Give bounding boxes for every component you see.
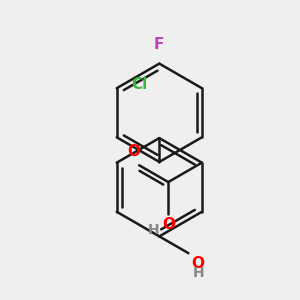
Text: H: H: [193, 266, 205, 280]
Text: O: O: [162, 217, 175, 232]
Text: Cl: Cl: [131, 76, 148, 92]
Text: O: O: [128, 144, 140, 159]
Text: F: F: [154, 37, 164, 52]
Text: O: O: [191, 256, 204, 271]
Text: H: H: [148, 223, 160, 237]
